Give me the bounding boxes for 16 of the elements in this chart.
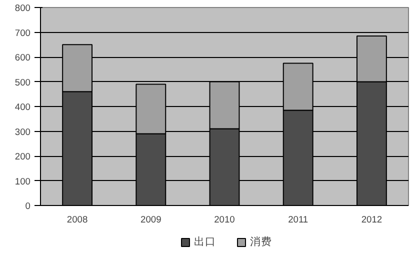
x-tick-label: 2011 <box>288 214 308 224</box>
legend-label: 消费 <box>250 235 272 249</box>
y-tick-label: 100 <box>14 176 31 186</box>
y-tick-label: 0 <box>25 201 31 211</box>
y-tick-label: 300 <box>14 126 31 137</box>
y-tick-label: 200 <box>14 152 31 162</box>
legend-label: 出口 <box>194 235 216 249</box>
x-tick-label: 2012 <box>361 214 382 224</box>
y-tick-label: 600 <box>14 52 31 62</box>
y-tick-label: 800 <box>14 3 31 13</box>
y-tick-label: 700 <box>14 28 31 38</box>
x-tick-label: 2009 <box>140 214 162 224</box>
y-tick-label: 400 <box>14 102 31 112</box>
x-tick-label: 2010 <box>214 214 235 224</box>
y-tick-label: 500 <box>14 77 31 88</box>
x-tick-label: 2008 <box>66 214 88 224</box>
